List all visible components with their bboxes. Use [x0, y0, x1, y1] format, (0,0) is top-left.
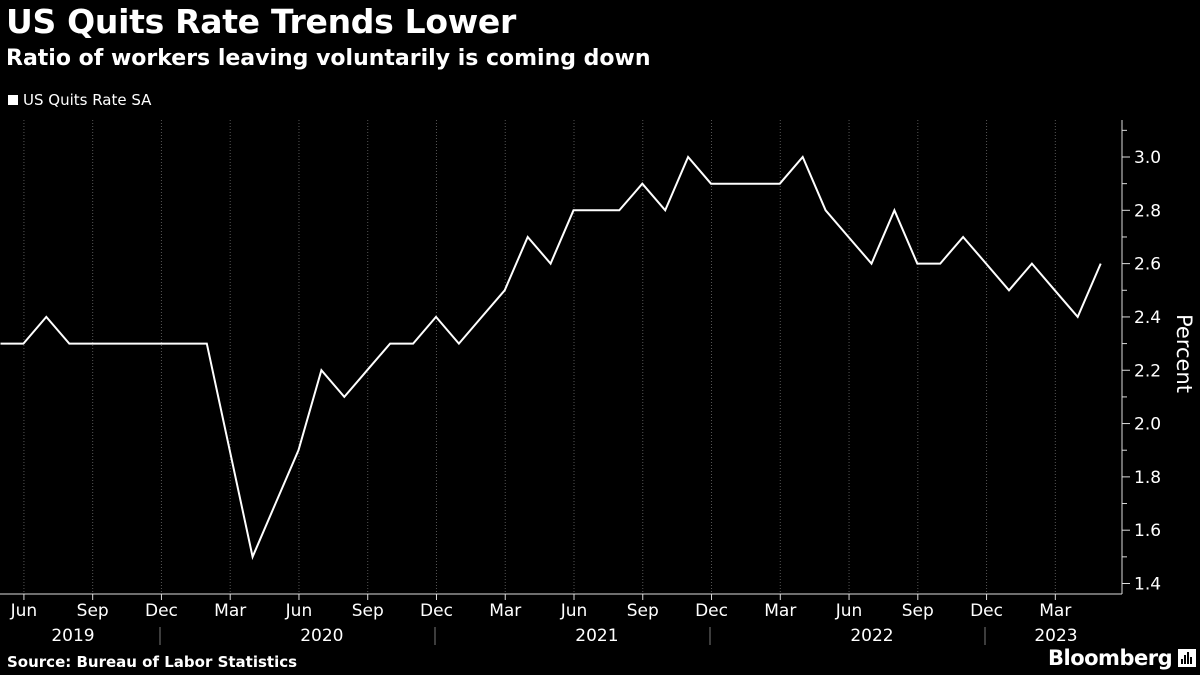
x-tick-label: Jun: [835, 601, 863, 621]
y-tick-label: 1.4: [1134, 575, 1161, 595]
y-tick-label: 2.2: [1134, 361, 1161, 381]
y-tick-label: 2.8: [1134, 201, 1161, 221]
legend: US Quits Rate SA: [8, 91, 151, 109]
source-note: Source: Bureau of Labor Statistics: [7, 653, 298, 671]
y-tick-label: 2.0: [1134, 415, 1161, 435]
y-tick-label: 1.8: [1134, 468, 1161, 488]
x-tick-label: Mar: [1039, 601, 1071, 621]
x-tick-label: Mar: [214, 601, 246, 621]
x-tick-label: Dec: [420, 601, 453, 621]
x-tick-label: Dec: [970, 601, 1003, 621]
chart-subtitle: Ratio of workers leaving voluntarily is …: [6, 46, 651, 71]
x-tick-label: Sep: [627, 601, 659, 621]
x-year-label: 2019: [51, 626, 94, 646]
chart-badge-icon: [1178, 649, 1196, 667]
y-tick-label: 3.0: [1134, 148, 1161, 168]
x-tick-label: Jun: [285, 601, 313, 621]
x-tick-label: Jun: [560, 601, 588, 621]
y-tick-label: 2.6: [1134, 255, 1161, 275]
x-tick-label: Sep: [902, 601, 934, 621]
x-tick-label: Dec: [695, 601, 728, 621]
series-line: [0, 155, 1102, 561]
y-axis-title: Percent: [1172, 314, 1196, 393]
x-year-label: 2020: [300, 626, 343, 646]
x-tick-label: Mar: [764, 601, 796, 621]
brand-logo: Bloomberg: [1048, 646, 1173, 670]
x-tick-label: Sep: [352, 601, 384, 621]
legend-label: US Quits Rate SA: [23, 91, 152, 109]
x-tick-label: Mar: [489, 601, 521, 621]
y-tick-label: 1.6: [1134, 521, 1161, 541]
chart-title: US Quits Rate Trends Lower: [6, 2, 516, 41]
x-tick-label: Sep: [77, 601, 109, 621]
x-tick-label: Jun: [10, 601, 38, 621]
x-year-label: 2023: [1034, 626, 1077, 646]
x-year-label: 2021: [575, 626, 618, 646]
y-tick-label: 2.4: [1134, 308, 1161, 328]
x-tick-label: Dec: [145, 601, 178, 621]
legend-swatch: [8, 95, 18, 105]
x-year-label: 2022: [850, 626, 893, 646]
